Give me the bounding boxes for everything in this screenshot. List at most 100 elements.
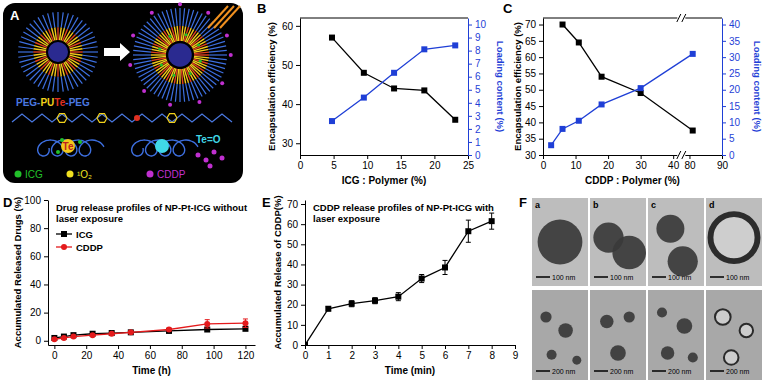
data-point (51, 336, 57, 342)
tick: 70 (287, 199, 305, 210)
tick-mark (328, 345, 329, 349)
tick-mark (301, 305, 305, 306)
tick: 0 (303, 345, 309, 361)
tick-mark (468, 90, 472, 91)
tick-label: 2 (475, 124, 481, 135)
core-chain (194, 52, 209, 53)
tick: 1 (468, 137, 481, 148)
drug-dot (131, 34, 135, 38)
axis: 303540455055606570 (525, 19, 544, 161)
peg-chain (78, 67, 90, 76)
peg-chain (61, 77, 63, 92)
peg-chain (209, 61, 227, 64)
tick: 10 (722, 117, 741, 128)
peg-chain (133, 54, 151, 55)
data-point (391, 85, 397, 91)
tick: 60 (145, 345, 157, 361)
data-point (690, 128, 696, 134)
peg-chain (196, 79, 206, 94)
tick: 6 (468, 71, 481, 82)
scale-bar (536, 276, 550, 278)
peg-chain (18, 47, 33, 49)
y-axis-title: Encapsulation efficiency (%) (512, 22, 523, 151)
tick-mark (468, 64, 472, 65)
peg-chain (179, 8, 180, 26)
peg-chain (48, 76, 52, 91)
scale-bar (652, 276, 666, 278)
tick: 80 (30, 223, 48, 234)
tick-mark (375, 345, 376, 349)
tick-mark (641, 155, 642, 159)
core-chain (177, 26, 178, 41)
tick: 1 (326, 345, 332, 361)
hexagon (57, 114, 67, 123)
peg-chain (158, 81, 166, 97)
error-bar (396, 293, 401, 301)
data-point (166, 327, 172, 333)
tick-label: 30 (287, 279, 299, 290)
core-chain (57, 27, 58, 40)
particle (688, 352, 698, 362)
tick: 45 (525, 101, 543, 112)
y2-axis-title: Loading content (%) (752, 41, 763, 132)
tick: 40 (113, 345, 125, 361)
tick-label: 60 (282, 21, 294, 32)
micrograph-label: a (535, 200, 541, 210)
tick: 0 (35, 335, 48, 346)
tick-mark (492, 345, 493, 349)
panel-label: F (519, 195, 527, 210)
tick: 15 (396, 155, 408, 171)
data-point (576, 118, 582, 124)
axis: 020406080100120 (49, 345, 256, 361)
tick-label: 45 (525, 101, 537, 112)
particle (610, 345, 626, 361)
peg-chain (34, 20, 43, 32)
peg-chain (48, 13, 52, 28)
tick-label: 15 (396, 160, 408, 171)
icg-dot (60, 138, 64, 142)
icg-dot (56, 150, 60, 154)
scale-bar (652, 370, 666, 372)
peg-chain (209, 50, 227, 52)
drug-dot (206, 11, 210, 15)
schematic: PEG-PUTe-PEGTeTe=OICG¹O₂CDDP (3, 2, 243, 183)
tick-label: 30 (636, 160, 648, 171)
tick: 9 (513, 345, 519, 361)
tick-mark (182, 345, 183, 349)
tick: 2 (468, 124, 481, 135)
tick-label: 0 (292, 340, 298, 351)
scale-bar (710, 370, 724, 372)
tick: 35 (722, 36, 741, 47)
tick: 70 (525, 19, 543, 30)
data-point (465, 228, 471, 234)
particle (715, 309, 731, 325)
panel-label: E (262, 195, 271, 210)
scale-bar-label: 200 nm (552, 368, 576, 375)
core (48, 42, 68, 62)
tick: 0 (298, 155, 304, 171)
drug-dot (142, 89, 146, 93)
tick-mark (296, 65, 300, 66)
y-axis-title: Accumulated Release of CDDP(%) (272, 195, 283, 349)
scale-bar (710, 276, 724, 278)
tick: 0 (292, 340, 305, 351)
tick: 60 (287, 219, 305, 230)
data-point (442, 264, 448, 270)
error-bar (349, 301, 354, 307)
tick: 5 (419, 345, 425, 361)
tick: 7 (466, 345, 472, 361)
tick-mark (44, 341, 48, 342)
axis-line (722, 19, 723, 156)
core-chain (151, 54, 166, 55)
tick-mark (722, 25, 726, 26)
tick: 20 (30, 307, 48, 318)
peg-chain (64, 76, 68, 91)
panel-label: B (257, 1, 266, 16)
coil (38, 140, 104, 156)
tick-mark (445, 345, 446, 349)
tick-mark (539, 155, 543, 156)
tick: 8 (468, 45, 481, 56)
peg-chain (73, 20, 82, 32)
particle (657, 307, 667, 317)
chart: 0123456789010203040506070Time (min)Accum… (272, 195, 518, 376)
